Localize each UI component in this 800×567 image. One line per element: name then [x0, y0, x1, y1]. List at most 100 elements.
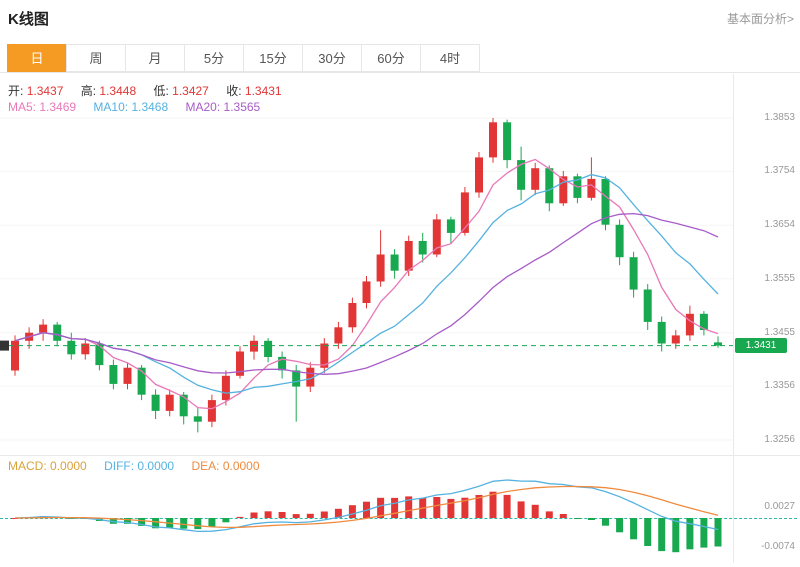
candle: [418, 232, 427, 263]
candle: [67, 332, 76, 360]
candle: [221, 370, 230, 406]
macd-bar: [124, 518, 131, 524]
tab-week[interactable]: 周: [66, 44, 126, 72]
candle: [250, 335, 258, 360]
y-axis-label: 1.3555: [764, 272, 795, 284]
y-axis-label: 1.3853: [764, 112, 795, 123]
ma5-value: 1.3469: [39, 100, 77, 114]
candle: [475, 152, 483, 198]
macd-bar: [433, 497, 441, 518]
macd-bar: [475, 495, 483, 518]
tab-5min[interactable]: 5分: [184, 44, 244, 72]
candle: [376, 230, 385, 287]
macd-bar: [658, 518, 666, 552]
candle: [629, 251, 638, 298]
candle: [123, 362, 132, 390]
tab-15min[interactable]: 15分: [243, 44, 303, 72]
macd-bar: [644, 518, 652, 546]
y-axis-label: 1.3256: [764, 434, 795, 445]
macd-bar: [545, 511, 553, 518]
candle: [531, 162, 540, 196]
candle: [390, 249, 399, 279]
period-tabbar: 日 周 月 5分 15分 30分 60分 4时: [7, 44, 480, 72]
macd-bar: [320, 511, 328, 518]
macd-bar: [348, 505, 356, 518]
macd-bar: [531, 504, 539, 518]
macd-bar: [503, 494, 511, 518]
candle: [643, 284, 652, 330]
macd-bar: [447, 498, 455, 518]
price-line-handle-icon[interactable]: [0, 340, 9, 351]
ma20-line: [14, 212, 719, 375]
page-title: K线图: [8, 11, 49, 28]
dea-line: [14, 485, 719, 529]
tabbar-divider: [0, 72, 800, 73]
tab-30min[interactable]: 30分: [302, 44, 362, 72]
ma-readout: MA5: 1.3469 MA10: 1.3468 MA20: 1.3565: [8, 100, 274, 114]
macd-divider: [0, 455, 800, 456]
ma20-value: 1.3565: [223, 100, 261, 114]
tab-60min[interactable]: 60分: [361, 44, 421, 72]
macd-bar: [306, 513, 314, 518]
macd-bar: [672, 518, 680, 553]
candle: [573, 173, 582, 204]
macd-chart[interactable]: [0, 475, 733, 563]
price-axis: 1.3431 1.3853 1.3754 1.3654 1.3555 1.3455 1.3…: [733, 105, 800, 450]
macd-bar: [405, 496, 413, 518]
tab-day[interactable]: 日: [7, 44, 67, 72]
macd-bar: [616, 518, 624, 533]
macd-bar: [377, 497, 385, 518]
macd-bar: [222, 518, 230, 523]
macd-bar: [138, 518, 146, 526]
dea-value: 0.0000: [222, 459, 260, 473]
open-value: 1.3437: [26, 84, 64, 98]
candle: [657, 316, 666, 352]
macd-zero-line: [0, 518, 797, 519]
candle: [278, 351, 287, 379]
low-label: 低:: [153, 84, 169, 98]
candle: [685, 305, 694, 341]
macd-bar: [700, 518, 708, 548]
candle: [699, 311, 708, 336]
fundamental-analysis-link[interactable]: 基本面分析>: [726, 12, 794, 26]
ma5-line: [14, 158, 719, 410]
dea-label: DEA:: [191, 459, 220, 473]
macd-bar: [559, 514, 567, 518]
candle: [601, 176, 610, 231]
macd-bar: [334, 508, 342, 518]
candle: [165, 389, 174, 417]
macd-bar: [489, 491, 497, 518]
y-axis-label: 1.3455: [764, 326, 795, 338]
candle: [446, 216, 455, 244]
ma10-label: MA10:: [93, 100, 129, 114]
macd-axis-label: -0.0074: [761, 540, 795, 552]
candle: [503, 119, 512, 169]
macd-bar: [630, 518, 638, 540]
close-value: 1.3431: [244, 84, 282, 98]
macd-bar: [292, 514, 300, 518]
macd-bar: [152, 518, 160, 529]
candle: [236, 346, 244, 379]
tab-4hour[interactable]: 4时: [420, 44, 480, 72]
macd-bar: [264, 511, 272, 518]
candle: [517, 146, 526, 201]
candle: [306, 362, 315, 392]
macd-bar: [517, 501, 525, 518]
macd-bar: [587, 518, 595, 520]
tab-month[interactable]: 月: [125, 44, 185, 72]
macd-axis-label: 0.0027: [764, 501, 795, 513]
candle: [207, 394, 216, 428]
macd-value: 0.0000: [50, 459, 87, 473]
candle: [615, 219, 624, 266]
low-value: 1.3427: [172, 84, 209, 98]
candle: [362, 276, 371, 309]
macd-bar: [461, 497, 469, 518]
main-candlestick-chart[interactable]: [0, 105, 733, 450]
open-label: 开:: [8, 84, 24, 98]
candle: [109, 359, 118, 390]
macd-bar: [250, 512, 258, 518]
macd-bar: [278, 512, 286, 518]
candle: [348, 297, 357, 333]
candle: [545, 165, 554, 212]
y-axis-label: 1.3356: [764, 380, 795, 392]
